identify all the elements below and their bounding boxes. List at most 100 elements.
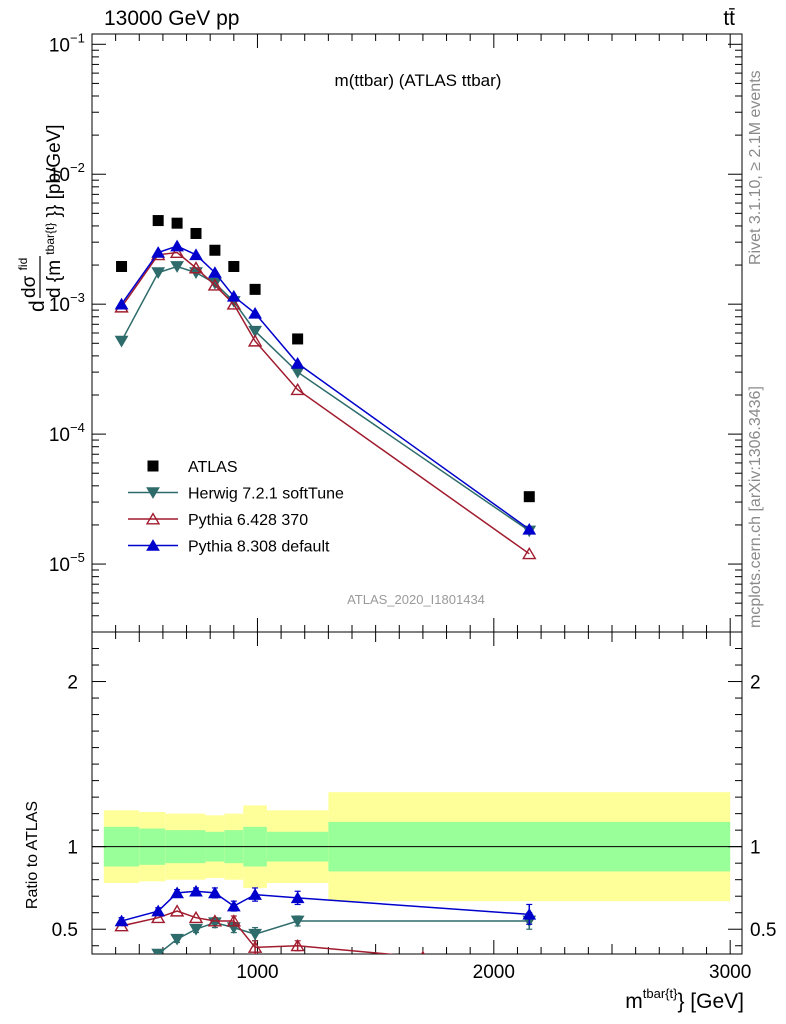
legend-label: Pythia 6.428 370 (188, 512, 308, 529)
legend-entry: ATLAS (147, 459, 238, 476)
data-point (292, 333, 304, 345)
data-point (189, 248, 203, 261)
ratio-series-pythia-8-308-default (114, 884, 537, 927)
xlabel-tail: } [GeV] (677, 990, 744, 1013)
legend-label: Pythia 8.308 default (188, 539, 330, 556)
data-point (207, 278, 223, 291)
ratio-frame (91, 631, 743, 955)
ylabel-numerator: dσ (19, 275, 40, 298)
data-point (523, 491, 535, 503)
ratio-point (188, 910, 204, 924)
ratio-point (207, 914, 223, 927)
data-point (226, 297, 242, 310)
ratio-x-axis-label: mtbar{t}} [GeV] (625, 986, 744, 1013)
data-point (188, 261, 204, 274)
ratio-point (247, 940, 263, 953)
data-point (208, 266, 222, 278)
main-watermark: ATLAS_2020_I1801434 (347, 592, 485, 607)
ylabel-denominator: d {m (44, 260, 65, 298)
ratio-point (169, 904, 185, 917)
main-y-tick-labels: 10−510−410−310−210−1 (49, 30, 85, 576)
main-series (114, 215, 537, 560)
data-point (114, 335, 129, 348)
ratio-point (226, 914, 242, 927)
ratio-y-tick-label-right: 2 (750, 673, 761, 694)
data-point (152, 215, 164, 227)
ratio-tick-labels: 0.5 0.5 1 1 2 2 1000 2000 3000 (52, 673, 777, 983)
ratio-point (290, 891, 305, 904)
data-point (522, 546, 537, 560)
ratio-point (151, 948, 166, 954)
ratio-series (114, 884, 537, 954)
main-y-tick-exponent: −2 (70, 160, 85, 175)
tick-base: 10 (49, 35, 70, 56)
main-y-tick-exponent: −3 (70, 290, 85, 305)
legend-label: ATLAS (188, 459, 238, 476)
ratio-y-tick-label-right: 0.5 (750, 920, 776, 941)
ratio-point (170, 886, 184, 899)
data-point (290, 366, 305, 379)
main-y-tick-label: 10 (49, 295, 70, 316)
legend-marker (145, 512, 161, 525)
main-y-tick-label: 10 (49, 35, 70, 56)
data-point (151, 246, 166, 258)
tick-base: 10 (49, 165, 70, 186)
data-point (290, 357, 305, 369)
xlabel-base: m (625, 990, 643, 1013)
ratio-x-tick-label: 1000 (236, 962, 278, 983)
ratio-y-axis-label: Ratio to ATLAS (24, 801, 41, 909)
data-point (226, 289, 241, 302)
data-point (228, 260, 240, 272)
data-point (114, 297, 129, 310)
series-line (120, 251, 530, 555)
legend-entry: Pythia 6.428 370 (128, 512, 308, 529)
ratio-point (248, 888, 262, 900)
ratio-point (248, 928, 262, 941)
legend-marker (147, 460, 159, 472)
main-y-tick-label: 10 (49, 165, 70, 186)
legend-marker (146, 487, 160, 499)
data-point (290, 382, 305, 396)
side-label-bottom: mcplots.cern.ch [arXiv:1306.3436] (747, 386, 764, 628)
ratio-point (522, 907, 537, 920)
ratio-x-tick-label: 2000 (473, 962, 515, 983)
ratio-x-tick-label: 3000 (709, 962, 751, 983)
data-point (170, 239, 184, 252)
main-y-tick-exponent: −4 (70, 420, 85, 435)
series-atlas (116, 215, 535, 503)
data-point (249, 283, 261, 295)
data-point (190, 227, 202, 239)
ratio-line (121, 910, 396, 954)
data-point (170, 261, 184, 273)
series-pythia-8-308-default (114, 239, 537, 535)
legend-marker (146, 539, 160, 551)
legend-entry: Herwig 7.2.1 softTune (128, 486, 344, 503)
data-point (248, 306, 262, 319)
data-point (171, 217, 183, 229)
ratio-y-tick-label-left: 2 (67, 673, 78, 694)
main-y-tick-exponent: −1 (70, 30, 85, 45)
header-right: tt̄ (723, 7, 735, 30)
ratio-point (189, 923, 203, 936)
svg-text:d {m tbar{t} }: d {m tbar{t} }} [pb/GeV] (38, 124, 65, 298)
legend: ATLAS Herwig 7.2.1 softTune Pythia 6.428 3… (128, 459, 344, 556)
data-point (247, 334, 263, 347)
ylabel-subscript: tbar{t} (43, 223, 57, 255)
main-y-tick-label: 10 (49, 555, 70, 576)
data-point (209, 244, 221, 256)
main-plot-title: m(ttbar) (ATLAS ttbar) (335, 71, 502, 90)
data-point (522, 522, 537, 535)
ratio-y-tick-label-left: 1 (67, 838, 78, 859)
data-point (169, 245, 185, 258)
ratio-point (226, 899, 241, 912)
ratio-panel: 0.5 0.5 1 1 2 2 1000 2000 3000 Ratio to ATLAS mt… (24, 631, 777, 1013)
main-panel: m(ttbar) (ATLAS ttbar) ATLAS_2020_I18014… (16, 30, 743, 633)
ratio-point (150, 910, 166, 924)
side-label-top: Rivet 3.1.10, ≥ 2.1M events (747, 70, 764, 265)
ratio-point (208, 886, 222, 899)
ratio-axis-ticks (91, 631, 743, 955)
ylabel-superscript: fid (16, 258, 30, 271)
ratio-point (151, 904, 166, 917)
header-left: 13000 GeV pp (104, 7, 239, 30)
